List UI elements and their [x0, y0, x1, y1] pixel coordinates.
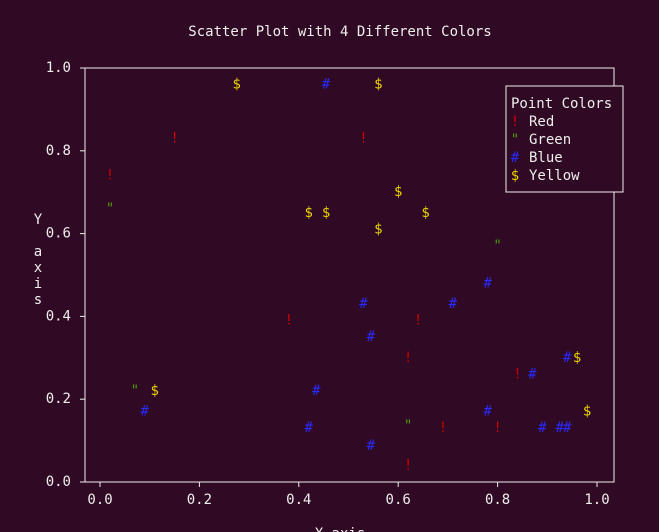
point: ! [493, 420, 501, 436]
y-axis-label: Y axis [30, 212, 46, 308]
x-tick-label: 0.6 [386, 492, 411, 508]
legend-marker: # [511, 150, 520, 166]
point: ! [285, 313, 293, 329]
point: ! [414, 313, 422, 329]
point: ! [404, 457, 412, 473]
point: # [483, 404, 492, 420]
y-tick-label: 0.6 [46, 226, 71, 242]
point: # [367, 438, 376, 454]
x-tick-label: 0.0 [87, 492, 112, 508]
point: " [131, 383, 139, 399]
point: ! [439, 420, 447, 436]
legend-box [505, 85, 624, 193]
point: $ [374, 221, 382, 237]
point: ! [359, 130, 367, 146]
point: " [493, 238, 501, 254]
point: # [305, 420, 314, 436]
y-tick-label: 0.0 [46, 474, 71, 490]
plot-frame [84, 67, 615, 483]
point: # [563, 420, 572, 436]
chart-title: Scatter Plot with 4 Different Colors [188, 24, 491, 40]
point: # [312, 383, 321, 399]
point: # [538, 420, 547, 436]
point: ! [513, 366, 521, 382]
legend-label: Yellow [529, 168, 580, 184]
point: ! [106, 168, 114, 184]
y-tick-label: 0.8 [46, 143, 71, 159]
point: $ [374, 77, 382, 93]
legend-label: Red [529, 114, 554, 130]
point: $ [421, 205, 429, 221]
point: $ [394, 184, 402, 200]
x-tick-label: 0.2 [187, 492, 212, 508]
legend-marker: ! [511, 114, 519, 130]
point: # [556, 420, 565, 436]
point: # [449, 296, 458, 312]
y-tick-label: 0.2 [46, 391, 71, 407]
point: # [563, 350, 572, 366]
point: $ [150, 383, 158, 399]
x-axis-label: X axis [315, 526, 366, 532]
x-tick-label: 0.4 [286, 492, 311, 508]
legend-marker: " [511, 132, 519, 148]
point: # [141, 404, 150, 420]
point: $ [573, 350, 581, 366]
point: # [528, 366, 537, 382]
y-tick-label: 1.0 [46, 60, 71, 76]
legend-label: Blue [529, 150, 563, 166]
point: $ [305, 205, 313, 221]
point: # [322, 77, 331, 93]
point: " [404, 418, 412, 434]
point: " [106, 201, 114, 217]
point: # [483, 275, 492, 291]
point: $ [232, 77, 240, 93]
legend-label: Green [529, 132, 571, 148]
point: ! [404, 350, 412, 366]
point: # [367, 329, 376, 345]
point: # [359, 296, 368, 312]
point: $ [583, 404, 591, 420]
legend-marker: $ [511, 168, 519, 184]
point: ! [170, 130, 178, 146]
y-tick-label: 0.4 [46, 308, 71, 324]
point: $ [322, 205, 330, 221]
x-tick-label: 1.0 [584, 492, 609, 508]
legend-title: Point Colors [511, 96, 612, 112]
x-tick-label: 0.8 [485, 492, 510, 508]
